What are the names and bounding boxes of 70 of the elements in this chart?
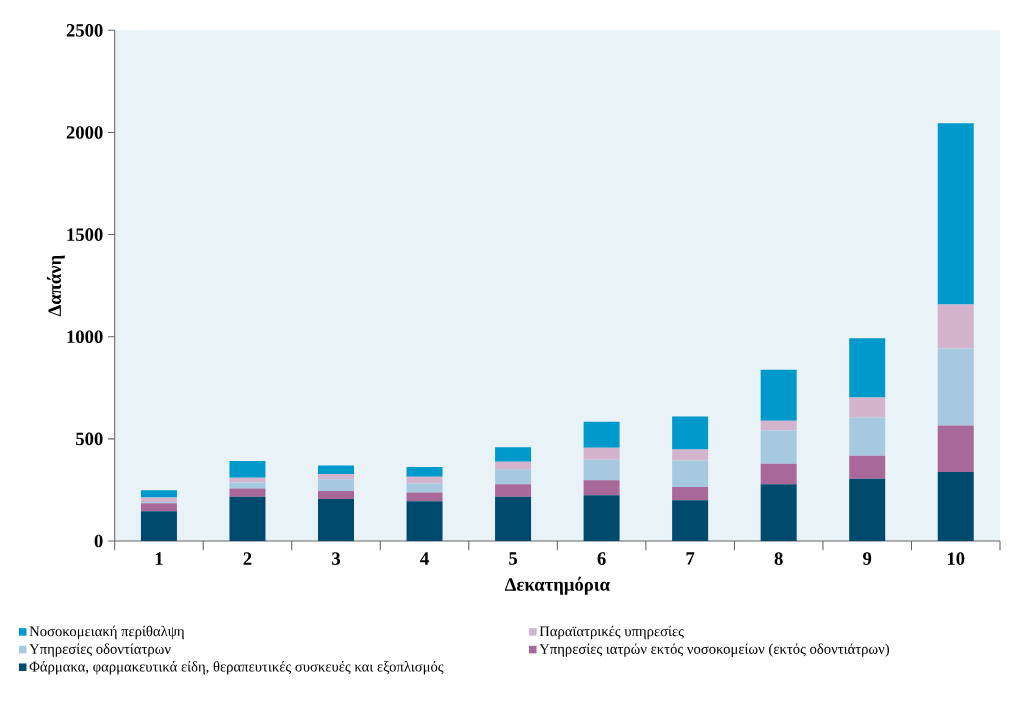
bar: [672, 449, 709, 461]
x-axis-title: Δεκατημόρια: [504, 576, 610, 595]
x-tick-label: 9: [863, 552, 872, 565]
legend-label: Υπηρεσίες ιατρών εκτός νοσοκομείων (εκτός οδοντιάτρων): [539, 643, 890, 657]
bar: [229, 461, 266, 478]
bar: [229, 477, 266, 483]
bar: [318, 499, 355, 541]
x-tick-label: 2: [243, 552, 252, 565]
legend-label: Νοσοκομειακή περίθαλψη: [29, 625, 184, 640]
bar: [937, 304, 974, 349]
bar: [495, 484, 532, 497]
bar: [672, 460, 709, 488]
bar: [140, 503, 177, 512]
y-axis-title: Δαπάνη: [46, 255, 65, 317]
bar: [495, 461, 532, 470]
bar: [672, 416, 709, 450]
bar: [140, 511, 177, 541]
bar: [583, 495, 620, 541]
bar: [672, 487, 709, 501]
legend-label: Παραϊατρικές υπηρεσίες: [539, 625, 684, 640]
y-tick-label: 1000: [67, 330, 103, 344]
bar: [849, 478, 886, 541]
bar: [937, 471, 974, 541]
x-tick-label: 1: [155, 552, 163, 565]
bar: [937, 123, 974, 305]
bar: [583, 480, 620, 496]
bar: [937, 425, 974, 472]
bar: [318, 473, 355, 480]
bar: [318, 490, 355, 500]
legend-label: Υπηρεσίες οδοντίατρων: [29, 643, 171, 657]
x-tick-label: 8: [774, 552, 783, 565]
bar: [583, 447, 620, 460]
y-tick-label: 2000: [66, 126, 103, 139]
bar: [495, 469, 532, 485]
bar: [229, 488, 266, 497]
x-tick-label: 6: [597, 552, 606, 565]
y-tick-label: 0: [94, 534, 103, 548]
bar: [937, 348, 974, 426]
y-tick-label: 1500: [67, 228, 103, 241]
bar: [140, 490, 177, 498]
y-tick-label: 500: [76, 432, 103, 446]
bar: [583, 459, 620, 481]
bar: [140, 497, 177, 502]
bar: [849, 338, 886, 398]
bar: [760, 484, 797, 541]
bar: [849, 417, 886, 456]
x-tick-label: 3: [332, 552, 341, 565]
legend-label: Φάρμακα, φαρμακευτικά είδη, θεραπευτικές συσκευές και εξοπλισμός: [29, 661, 444, 675]
bar: [583, 421, 620, 448]
x-tick-label: 4: [420, 552, 429, 565]
bar: [760, 463, 797, 485]
bar: [849, 397, 886, 418]
bar: [229, 496, 266, 541]
bar: [406, 467, 443, 477]
x-tick-label: 7: [686, 552, 695, 565]
x-tick-label: 5: [509, 552, 518, 565]
bar: [760, 430, 797, 464]
bar: [760, 420, 797, 431]
bar: [760, 369, 797, 421]
bar: [495, 447, 532, 462]
bar: [495, 496, 532, 541]
bar: [318, 465, 355, 474]
bar: [406, 492, 443, 502]
bar: [318, 479, 355, 491]
bar: [672, 500, 709, 541]
bar: [849, 455, 886, 479]
x-tick-label: 10: [947, 552, 965, 565]
bar: [406, 501, 443, 541]
bar: [406, 483, 443, 493]
y-tick-label: 2500: [66, 24, 103, 37]
